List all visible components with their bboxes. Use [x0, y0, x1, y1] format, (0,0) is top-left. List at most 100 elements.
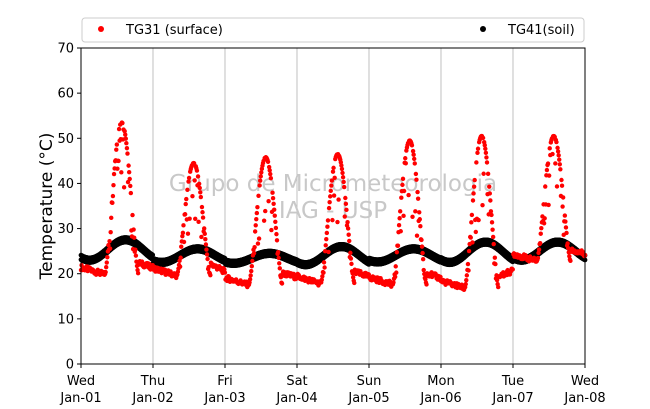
surface-point	[546, 173, 552, 178]
surface-point	[177, 264, 183, 269]
surface-point	[331, 193, 337, 198]
surface-point	[254, 216, 259, 222]
surface-point	[557, 162, 562, 167]
surface-point	[538, 231, 543, 236]
surface-point	[399, 195, 404, 200]
surface-point	[339, 166, 345, 172]
surface-point	[563, 219, 568, 224]
watermark-line-1: Grupo de Micrometeorologia	[169, 171, 497, 197]
y-tick-label: 70	[57, 42, 74, 57]
surface-point	[464, 273, 470, 278]
surface-point	[114, 147, 119, 152]
x-tick-day: Wed	[571, 374, 599, 389]
y-tick-label: 40	[57, 177, 74, 192]
surface-point	[279, 281, 285, 286]
surface-point	[420, 250, 425, 256]
surface-point	[492, 255, 498, 260]
surface-point	[539, 225, 544, 231]
x-tick-date: Jan-03	[203, 391, 245, 406]
surface-point	[184, 196, 189, 202]
surface-point	[347, 238, 352, 244]
data-series	[78, 120, 588, 293]
surface-point	[336, 197, 341, 202]
surface-point	[345, 220, 350, 225]
surface-point	[127, 176, 132, 182]
surface-point	[193, 216, 198, 222]
x-tick-date: Jan-07	[491, 391, 533, 406]
surface-point	[195, 174, 201, 179]
surface-point	[342, 184, 347, 190]
surface-point	[263, 208, 268, 214]
surface-point	[126, 163, 131, 168]
surface-point	[203, 237, 208, 242]
surface-point	[133, 253, 139, 258]
surface-point	[256, 193, 261, 198]
surface-point	[270, 195, 276, 201]
y-tick-label: 10	[57, 312, 74, 327]
surface-point	[349, 261, 354, 267]
surface-point	[255, 241, 261, 246]
surface-point	[418, 224, 423, 229]
surface-point	[124, 145, 130, 151]
surface-point	[423, 277, 428, 282]
surface-point	[321, 270, 326, 275]
surface-point	[488, 209, 494, 214]
x-tick-day: Sat	[286, 374, 307, 389]
surface-point	[560, 195, 566, 200]
surface-point	[554, 184, 560, 189]
surface-point	[120, 120, 125, 126]
surface-point	[350, 275, 356, 280]
surface-point	[339, 163, 344, 168]
surface-point	[329, 178, 335, 183]
surface-point	[392, 274, 398, 280]
surface-point	[202, 231, 207, 237]
surface-point	[253, 223, 258, 228]
surface-point	[179, 244, 184, 249]
surface-point	[121, 185, 127, 190]
surface-point	[542, 216, 547, 221]
surface-point	[124, 140, 129, 146]
surface-point	[274, 238, 280, 243]
surface-point	[186, 175, 192, 181]
surface-point	[203, 242, 209, 247]
surface-point	[135, 270, 141, 276]
surface-point	[565, 241, 570, 246]
surface-point	[438, 274, 443, 280]
surface-point	[403, 161, 408, 166]
surface-point	[274, 231, 279, 237]
surface-point	[550, 151, 555, 157]
surface-point	[248, 273, 253, 278]
surface-point	[394, 249, 400, 255]
surface-point	[563, 225, 569, 230]
surface-point	[340, 170, 345, 176]
surface-point	[489, 220, 495, 225]
surface-point	[343, 201, 349, 207]
surface-point	[568, 258, 573, 264]
surface-point	[208, 272, 213, 278]
surface-point	[410, 148, 416, 154]
surface-point	[270, 190, 275, 195]
surface-point	[108, 229, 113, 235]
surface-point	[466, 268, 471, 273]
surface-point	[326, 205, 332, 211]
surface-point	[116, 158, 121, 164]
surface-point	[180, 230, 186, 235]
surface-point	[420, 257, 426, 262]
surface-point	[476, 217, 481, 223]
legend-box	[81, 17, 585, 43]
surface-point	[128, 190, 134, 196]
surface-point	[564, 230, 569, 236]
surface-point	[125, 151, 130, 156]
surface-point	[410, 214, 415, 219]
surface-point	[131, 227, 136, 232]
surface-point	[324, 230, 330, 236]
surface-point	[321, 260, 327, 265]
x-tick-day: Thu	[140, 374, 165, 389]
surface-point	[567, 253, 572, 259]
surface-point	[251, 251, 257, 256]
surface-point	[199, 204, 205, 210]
surface-point	[475, 150, 480, 156]
surface-point	[558, 167, 563, 172]
surface-point	[183, 201, 188, 207]
